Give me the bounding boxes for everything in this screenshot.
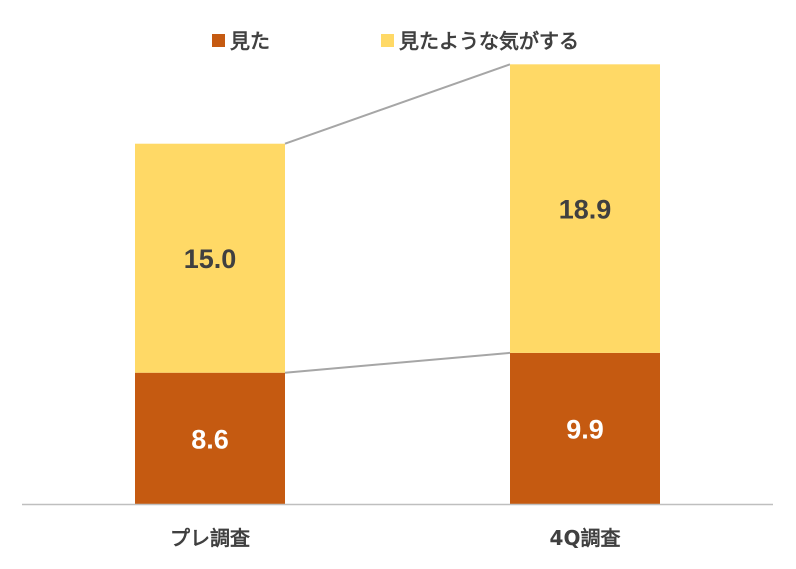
legend-label-2: 見たような気がする — [399, 29, 579, 53]
legend: 見た 見たような気がする — [212, 29, 579, 53]
data-label-1-2: 9.9 — [566, 414, 604, 444]
bars — [135, 64, 660, 504]
data-label-2-1: 15.0 — [184, 244, 237, 274]
data-label-1-1: 8.6 — [191, 424, 229, 454]
legend-label-1: 見た — [230, 29, 270, 53]
series-line-2 — [284, 63, 511, 145]
x-tick-label-1: プレ調査 — [170, 526, 250, 550]
bar-segment-1-1 — [135, 372, 285, 504]
data-label-2-2: 18.9 — [559, 195, 612, 225]
series-lines — [284, 63, 511, 374]
x-tick-label-2: 4Q調査 — [550, 526, 621, 550]
bar-segment-2-1 — [135, 143, 285, 373]
x-tick-labels: プレ調査 4Q調査 — [170, 526, 620, 550]
bar-segment-1-2 — [510, 352, 660, 504]
bar-segment-2-2 — [510, 64, 660, 353]
data-labels: 8.6 15.0 9.9 18.9 — [184, 195, 612, 455]
legend-swatch-2 — [381, 34, 394, 47]
series-line-1 — [284, 351, 511, 374]
legend-swatch-1 — [212, 34, 225, 47]
